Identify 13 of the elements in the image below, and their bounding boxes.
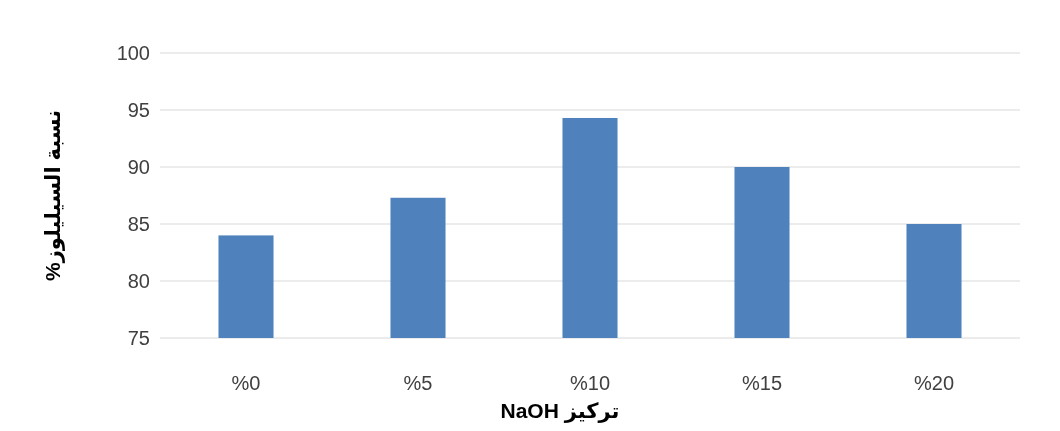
x-axis-title: تركيز NaOH — [500, 399, 620, 423]
x-tick-label: %5 — [403, 372, 433, 394]
x-tick-label: %0 — [231, 372, 261, 394]
x-tick-label: %15 — [741, 372, 783, 394]
x-tick-label: %20 — [913, 372, 955, 394]
y-tick-label: 75 — [127, 327, 150, 349]
y-tick-label: 80 — [127, 270, 150, 292]
y-tick-label: 100 — [116, 42, 150, 64]
y-tick-label: 90 — [127, 156, 150, 178]
y-tick-label: 85 — [127, 213, 150, 235]
y-tick-label: 95 — [127, 99, 150, 121]
y-axis-title: نسبة السيليلوز% — [41, 109, 65, 282]
x-tick-label: %10 — [569, 372, 611, 394]
